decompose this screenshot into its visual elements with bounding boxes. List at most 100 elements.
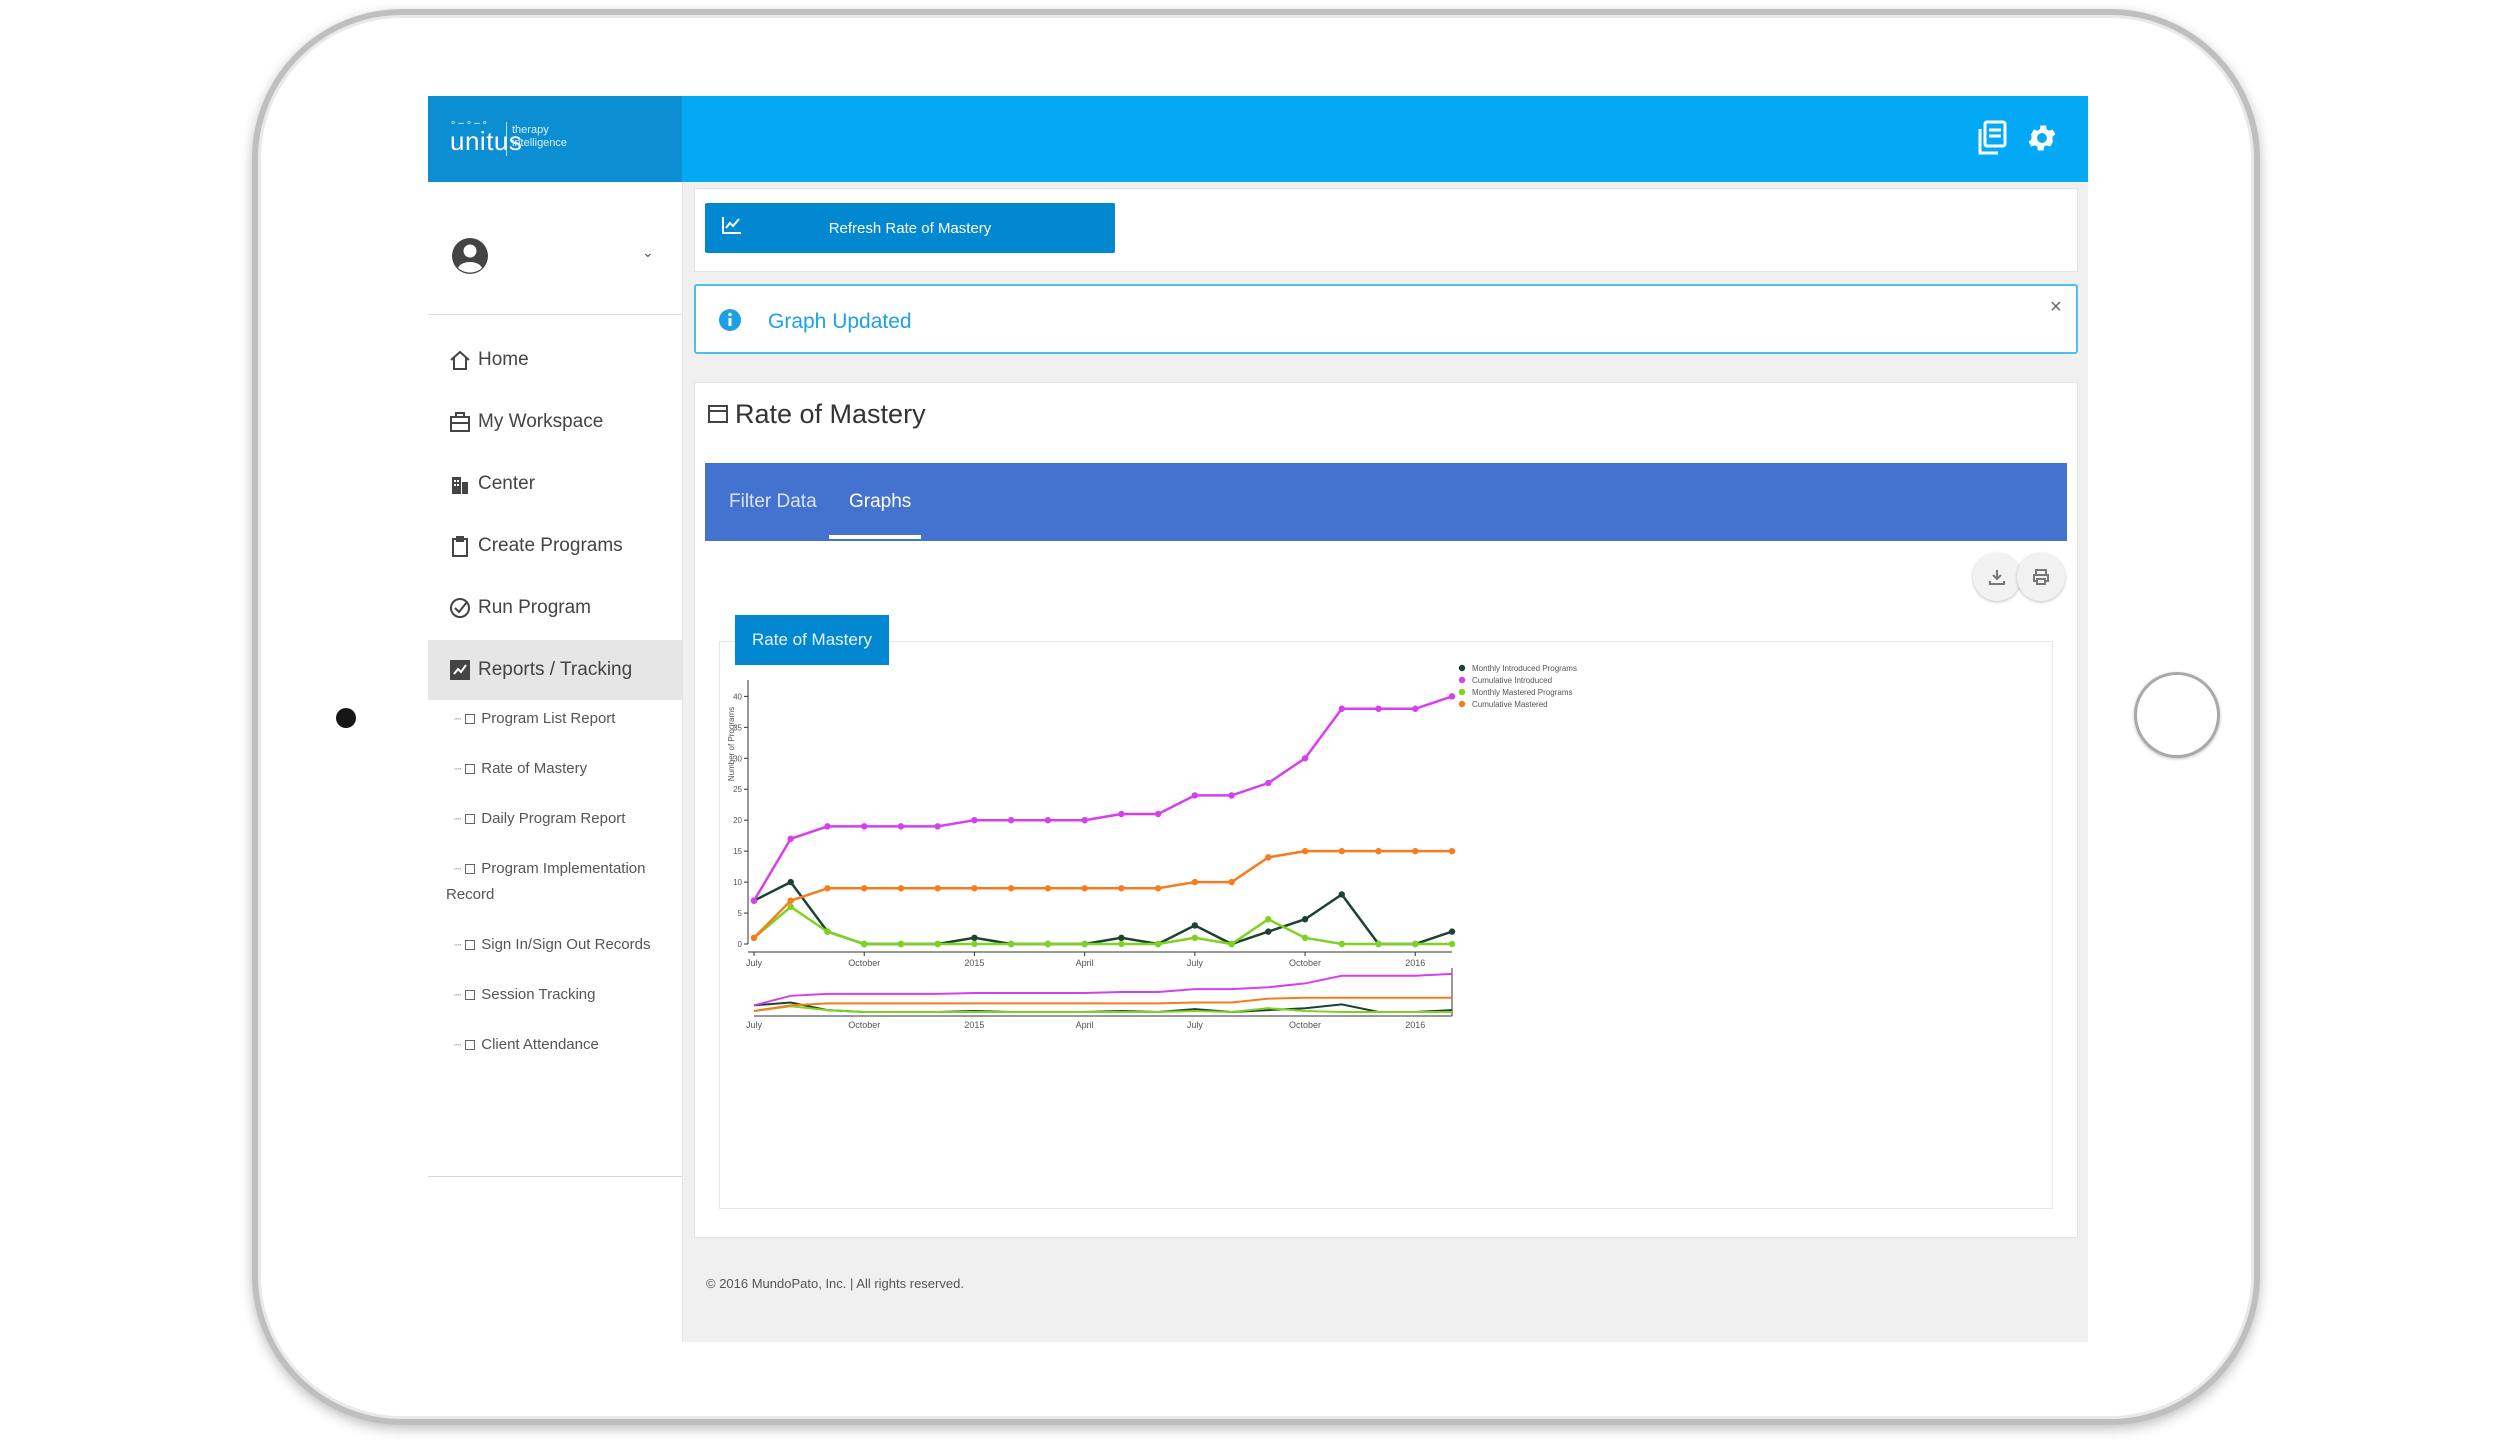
tab-filter-data[interactable]: Filter Data: [729, 491, 817, 512]
tablet-camera: [336, 708, 356, 728]
info-icon: [718, 308, 742, 332]
sidebar-subitem-session-tracking[interactable]: ┈ Session Tracking: [454, 986, 596, 1003]
footer-copyright: © 2016 MundoPato, Inc. | All rights rese…: [706, 1276, 964, 1291]
sidebar-item-center[interactable]: Center: [428, 454, 682, 514]
data-point-monthly-introduced-programs: [1338, 891, 1345, 898]
data-point-monthly-mastered-programs: [1412, 940, 1419, 948]
table-icon: [465, 990, 476, 1000]
sidebar-divider: [428, 1176, 682, 1177]
chart-panel: 0 5 10 15 20 25 30 35 40 Number of Programs July Oc…: [719, 641, 2053, 1209]
sidebar-item-home[interactable]: Home: [428, 330, 682, 390]
navigator-tick-label: October: [848, 1020, 880, 1030]
sidebar-item-label: Center: [478, 473, 536, 494]
data-point-monthly-mastered-programs: [934, 940, 941, 948]
sidebar-item-reports-tracking[interactable]: Reports / Tracking: [428, 640, 682, 700]
data-point-cumulative-mastered: [897, 885, 905, 892]
sidebar-item-create-programs[interactable]: Create Programs: [428, 516, 682, 576]
page-title: Rate of Mastery: [735, 399, 926, 429]
chart-tab-rate-of-mastery[interactable]: Rate of Mastery: [735, 615, 889, 665]
sidebar-subitem-rate-of-mastery[interactable]: ┈ Rate of Mastery: [454, 760, 588, 777]
sidebar-subitem-sign-in-sign-out-records[interactable]: ┈ Sign In/Sign Out Records: [454, 936, 651, 953]
data-point-monthly-mastered-programs: [1338, 940, 1345, 948]
sidebar-subitem-daily-program-report[interactable]: ┈ Daily Program Report: [454, 810, 626, 827]
clipboard-icon: [448, 534, 472, 558]
navigator-tick-label: 2016: [1405, 1020, 1425, 1030]
user-menu[interactable]: ⌄: [428, 182, 682, 315]
legend-label-cumulative-mastered: Cumulative Mastered: [1472, 700, 1548, 709]
data-point-cumulative-mastered: [1338, 847, 1345, 855]
sidebar-subitem-program-list-report[interactable]: ┈ Program List Report: [454, 710, 616, 727]
sidebar-item-my-workspace[interactable]: My Workspace: [428, 392, 682, 452]
legend-marker-monthly-introduced-programs: [1458, 664, 1466, 672]
tree-dash-icon: ┈: [454, 1038, 462, 1052]
sidebar-subitem-client-attendance[interactable]: ┈ Client Attendance: [454, 1036, 599, 1053]
rate-of-mastery-chart: 0 5 10 15 20 25 30 35 40 Number of Programs July Oc…: [727, 664, 1577, 1030]
series-line-monthly-introduced-programs: [753, 880, 1453, 946]
close-icon[interactable]: ×: [2050, 296, 2062, 318]
tree-dash-icon: ┈: [454, 812, 462, 826]
panel-icon: [707, 403, 729, 425]
data-point-cumulative-introduced: [750, 897, 758, 904]
data-point-monthly-mastered-programs: [1044, 940, 1052, 948]
top-bar: [682, 96, 2088, 182]
data-point-cumulative-introduced: [1118, 810, 1125, 818]
y-tick-label: 30: [733, 754, 742, 763]
briefcase-icon: [448, 410, 472, 434]
data-point-cumulative-mastered: [1412, 847, 1419, 855]
navigator-line-monthly-mastered-programs: [753, 1005, 1452, 1014]
gear-icon[interactable]: [2022, 116, 2062, 160]
data-point-cumulative-introduced: [824, 823, 831, 830]
data-point-monthly-mastered-programs: [1191, 934, 1199, 942]
download-button[interactable]: [1973, 553, 2021, 601]
data-point-cumulative-mastered: [1265, 854, 1272, 861]
copy-icon[interactable]: [1972, 116, 2012, 160]
data-point-cumulative-introduced: [897, 823, 905, 830]
data-point-cumulative-mastered: [1191, 878, 1199, 886]
data-point-cumulative-mastered: [824, 885, 831, 892]
brand-logo-area[interactable]: ∘‒∘‒∘ unitus therapy intelligence: [428, 96, 682, 182]
tree-dash-icon: ┈: [454, 712, 462, 726]
legend-label-monthly-mastered-programs: Monthly Mastered Programs: [1472, 688, 1572, 697]
legend-label-cumulative-introduced: Cumulative Introduced: [1472, 676, 1552, 685]
sidebar-item-label: Home: [478, 349, 529, 370]
brand-tagline: therapy intelligence: [512, 124, 568, 149]
graph-updated-alert: Graph Updated ×: [694, 284, 2078, 354]
table-icon: [465, 864, 476, 874]
print-icon: [2033, 569, 2049, 585]
data-point-cumulative-mastered: [971, 885, 978, 892]
x-tick-label: October: [1289, 958, 1321, 968]
series-line-cumulative-mastered: [753, 849, 1452, 939]
sidebar-item-run-program[interactable]: Run Program: [428, 578, 682, 638]
navigator-tick-label: October: [1289, 1020, 1321, 1030]
data-point-monthly-mastered-programs: [1228, 940, 1235, 948]
data-point-cumulative-mastered: [750, 934, 758, 942]
table-icon: [465, 814, 476, 824]
x-tick-label: 2015: [964, 958, 984, 968]
data-point-cumulative-mastered: [1007, 885, 1015, 892]
table-icon: [465, 940, 476, 950]
tab-graphs[interactable]: Graphs: [849, 491, 912, 512]
data-point-monthly-mastered-programs: [824, 928, 831, 935]
x-tick-label: 2016: [1405, 958, 1425, 968]
data-point-monthly-mastered-programs: [1081, 940, 1088, 948]
chart-icon: [448, 658, 472, 682]
data-point-cumulative-mastered: [1081, 885, 1088, 892]
x-tick-label: July: [1187, 958, 1204, 968]
data-point-cumulative-introduced: [1154, 810, 1162, 818]
data-point-cumulative-mastered: [1375, 847, 1382, 855]
navigator-tick-label: July: [1187, 1020, 1204, 1030]
sidebar-item-label: Create Programs: [478, 535, 623, 556]
y-tick-label: 5: [738, 909, 743, 918]
refresh-rate-of-mastery-button[interactable]: Refresh Rate of Mastery: [705, 203, 1115, 253]
active-tab-indicator: [829, 535, 921, 539]
sidebar: ⌄ Home My Workspace Center Create Progra…: [428, 182, 683, 1342]
sidebar-subitem-program-implementation-record[interactable]: ┈ Program Implementation Record: [446, 860, 646, 903]
chevron-down-icon[interactable]: ⌄: [642, 244, 654, 260]
series-line-cumulative-introduced: [752, 695, 1453, 902]
print-button[interactable]: [2017, 553, 2065, 601]
data-point-monthly-mastered-programs: [1448, 940, 1456, 948]
line-chart-icon: [721, 215, 743, 239]
data-point-cumulative-mastered: [861, 885, 868, 892]
data-point-cumulative-introduced: [934, 823, 941, 830]
app-screen: ∘‒∘‒∘ unitus therapy intelligence: [428, 96, 2088, 1342]
